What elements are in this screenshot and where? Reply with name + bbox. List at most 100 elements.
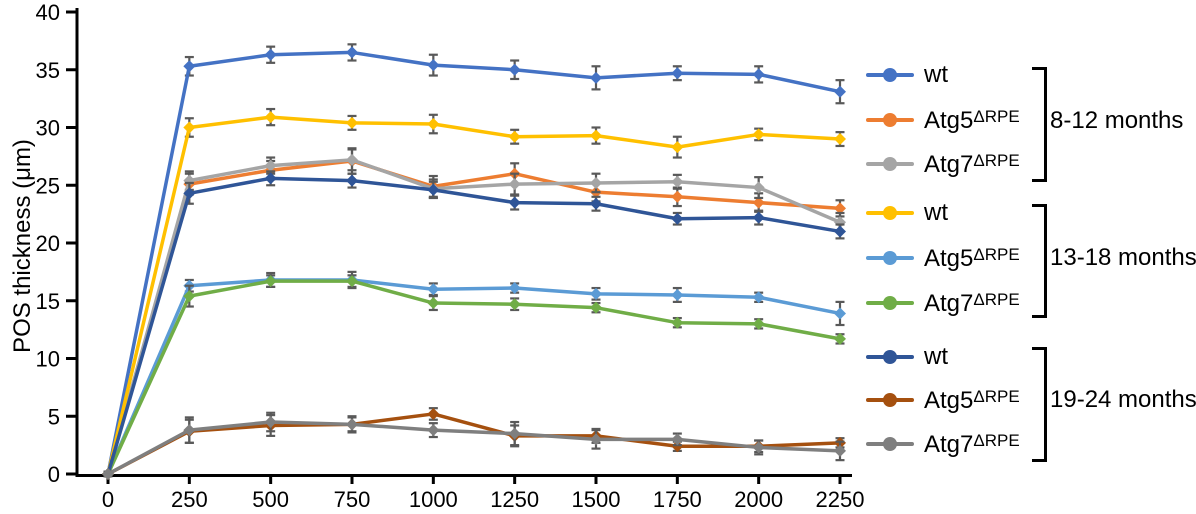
series-marker-wt-8-12: [346, 46, 358, 59]
legend-label-text: wt: [924, 199, 948, 226]
series-marker-atg7-8-12: [671, 175, 684, 188]
y-tick-label: 5: [48, 404, 60, 429]
series-marker-wt-19-24: [752, 211, 765, 224]
legend-marker-icon: [866, 393, 914, 407]
series-marker-wt-19-24: [508, 196, 521, 209]
x-tick-label: 500: [252, 487, 289, 512]
legend-label-text: Atg7: [924, 289, 974, 317]
series-line-atg7-13-18: [106, 279, 842, 476]
legend-marker-icon: [866, 437, 914, 451]
series-marker-wt-19-24: [183, 187, 196, 200]
series-marker-atg7-19-24: [590, 433, 602, 446]
series-marker-atg5-13-18: [590, 287, 602, 300]
legend-label-superscript: ΔRPE: [973, 106, 1020, 126]
series-marker-wt-19-24: [834, 225, 846, 238]
series-marker-atg7-13-18: [752, 317, 765, 330]
legend-label-superscript: ΔRPE: [973, 430, 1020, 450]
series-line-atg7-19-24: [106, 420, 842, 476]
series-marker-wt-13-18: [752, 128, 765, 141]
legend-item-wt-1: wt: [866, 199, 948, 227]
series-line-wt-19-24: [106, 176, 842, 476]
legend-label-text: Atg5: [924, 244, 974, 272]
x-tick-label: 1000: [409, 487, 458, 512]
series-marker-wt-13-18: [508, 130, 521, 143]
legend-dot: [883, 157, 897, 171]
x-tick-label: 1500: [572, 487, 621, 512]
series-marker-wt-8-12: [183, 60, 196, 73]
series-marker-atg7-19-24: [671, 433, 684, 446]
series-marker-atg7-13-18: [183, 290, 196, 303]
series-line-atg5-19-24: [106, 412, 842, 476]
legend-group-label: 13-18 months: [1050, 244, 1196, 271]
x-tick-label: 1750: [653, 487, 702, 512]
legend-label-superscript: ΔRPE: [973, 150, 1020, 170]
series-line-wt-13-18: [106, 115, 842, 476]
legend-label: Atg7ΔRPE: [924, 152, 1020, 177]
x-tick-label: 750: [334, 487, 371, 512]
series-marker-atg5-13-18: [508, 282, 521, 295]
legend-dot: [883, 350, 897, 364]
legend-marker-icon: [866, 296, 914, 310]
y-tick-label: 15: [36, 289, 60, 314]
series-marker-atg7-19-24: [752, 441, 765, 454]
series-marker-atg7-8-12: [590, 176, 602, 189]
legend-label-text: wt: [924, 343, 948, 370]
y-tick-label: 20: [36, 231, 60, 256]
series-marker-wt-13-18: [264, 111, 277, 124]
y-tick-label: 35: [36, 58, 60, 83]
series-marker-wt-13-18: [427, 118, 440, 131]
y-tick-label: 40: [36, 0, 60, 25]
y-tick-label: 10: [36, 347, 60, 372]
legend-label: Atg5ΔRPE: [924, 246, 1020, 271]
legend-label: wt: [924, 63, 948, 87]
legend-label-superscript: ΔRPE: [973, 386, 1020, 406]
series-marker-wt-13-18: [834, 133, 846, 146]
legend-group-bracket: [1032, 347, 1047, 462]
series-marker-wt-19-24: [671, 212, 684, 225]
legend-label-text: wt: [924, 61, 948, 88]
series-marker-wt-13-18: [346, 116, 358, 129]
y-tick-label: 25: [36, 173, 60, 198]
legend-dot: [883, 206, 897, 220]
series-marker-wt-8-12: [834, 85, 846, 98]
series-marker-atg7-8-12: [346, 153, 358, 166]
series-line-wt-8-12: [106, 50, 842, 476]
legend-label: Atg7ΔRPE: [924, 432, 1020, 457]
series-marker-atg7-19-24: [102, 468, 114, 480]
series-marker-atg7-13-18: [834, 332, 846, 345]
series-line-atg5-13-18: [106, 278, 842, 476]
series-marker-atg5-13-18: [752, 291, 765, 304]
series-marker-atg7-19-24: [264, 416, 277, 429]
series-marker-atg7-19-24: [427, 424, 440, 437]
series-marker-wt-8-12: [590, 71, 602, 84]
legend-dot: [883, 68, 897, 82]
legend-item-atg5-1: Atg5ΔRPE: [866, 244, 1020, 272]
legend-dot: [883, 296, 897, 310]
x-tick-label: 2000: [734, 487, 783, 512]
legend-label-text: Atg5: [924, 106, 974, 134]
legend-marker-icon: [866, 113, 914, 127]
series-marker-wt-19-24: [590, 197, 602, 210]
series-marker-wt-8-12: [427, 59, 440, 72]
legend-label-superscript: ΔRPE: [973, 289, 1020, 309]
legend-item-wt-2: wt: [866, 343, 948, 371]
series-marker-wt-8-12: [752, 68, 765, 81]
legend-group-bracket: [1032, 204, 1047, 318]
series-marker-atg5-13-18: [671, 288, 684, 301]
series-marker-atg7-19-24: [346, 418, 358, 431]
series-line-atg5-8-12: [106, 159, 842, 476]
legend-group-label: 8-12 months: [1050, 107, 1184, 134]
series-marker-atg7-19-24: [834, 444, 846, 457]
legend-group-label: 19-24 months: [1050, 386, 1196, 413]
y-tick-label: 30: [36, 116, 60, 141]
series-marker-atg5-8-12: [752, 196, 765, 209]
y-axis-title: POS thickness (μm): [9, 139, 36, 353]
series-marker-wt-19-24: [264, 172, 277, 185]
legend-label: wt: [924, 201, 948, 225]
x-tick-label: 250: [171, 487, 208, 512]
series-marker-atg7-13-18: [264, 275, 277, 288]
series-marker-atg5-19-24: [671, 440, 684, 453]
legend-label: Atg7ΔRPE: [924, 291, 1020, 316]
x-tick-label: 1250: [490, 487, 539, 512]
